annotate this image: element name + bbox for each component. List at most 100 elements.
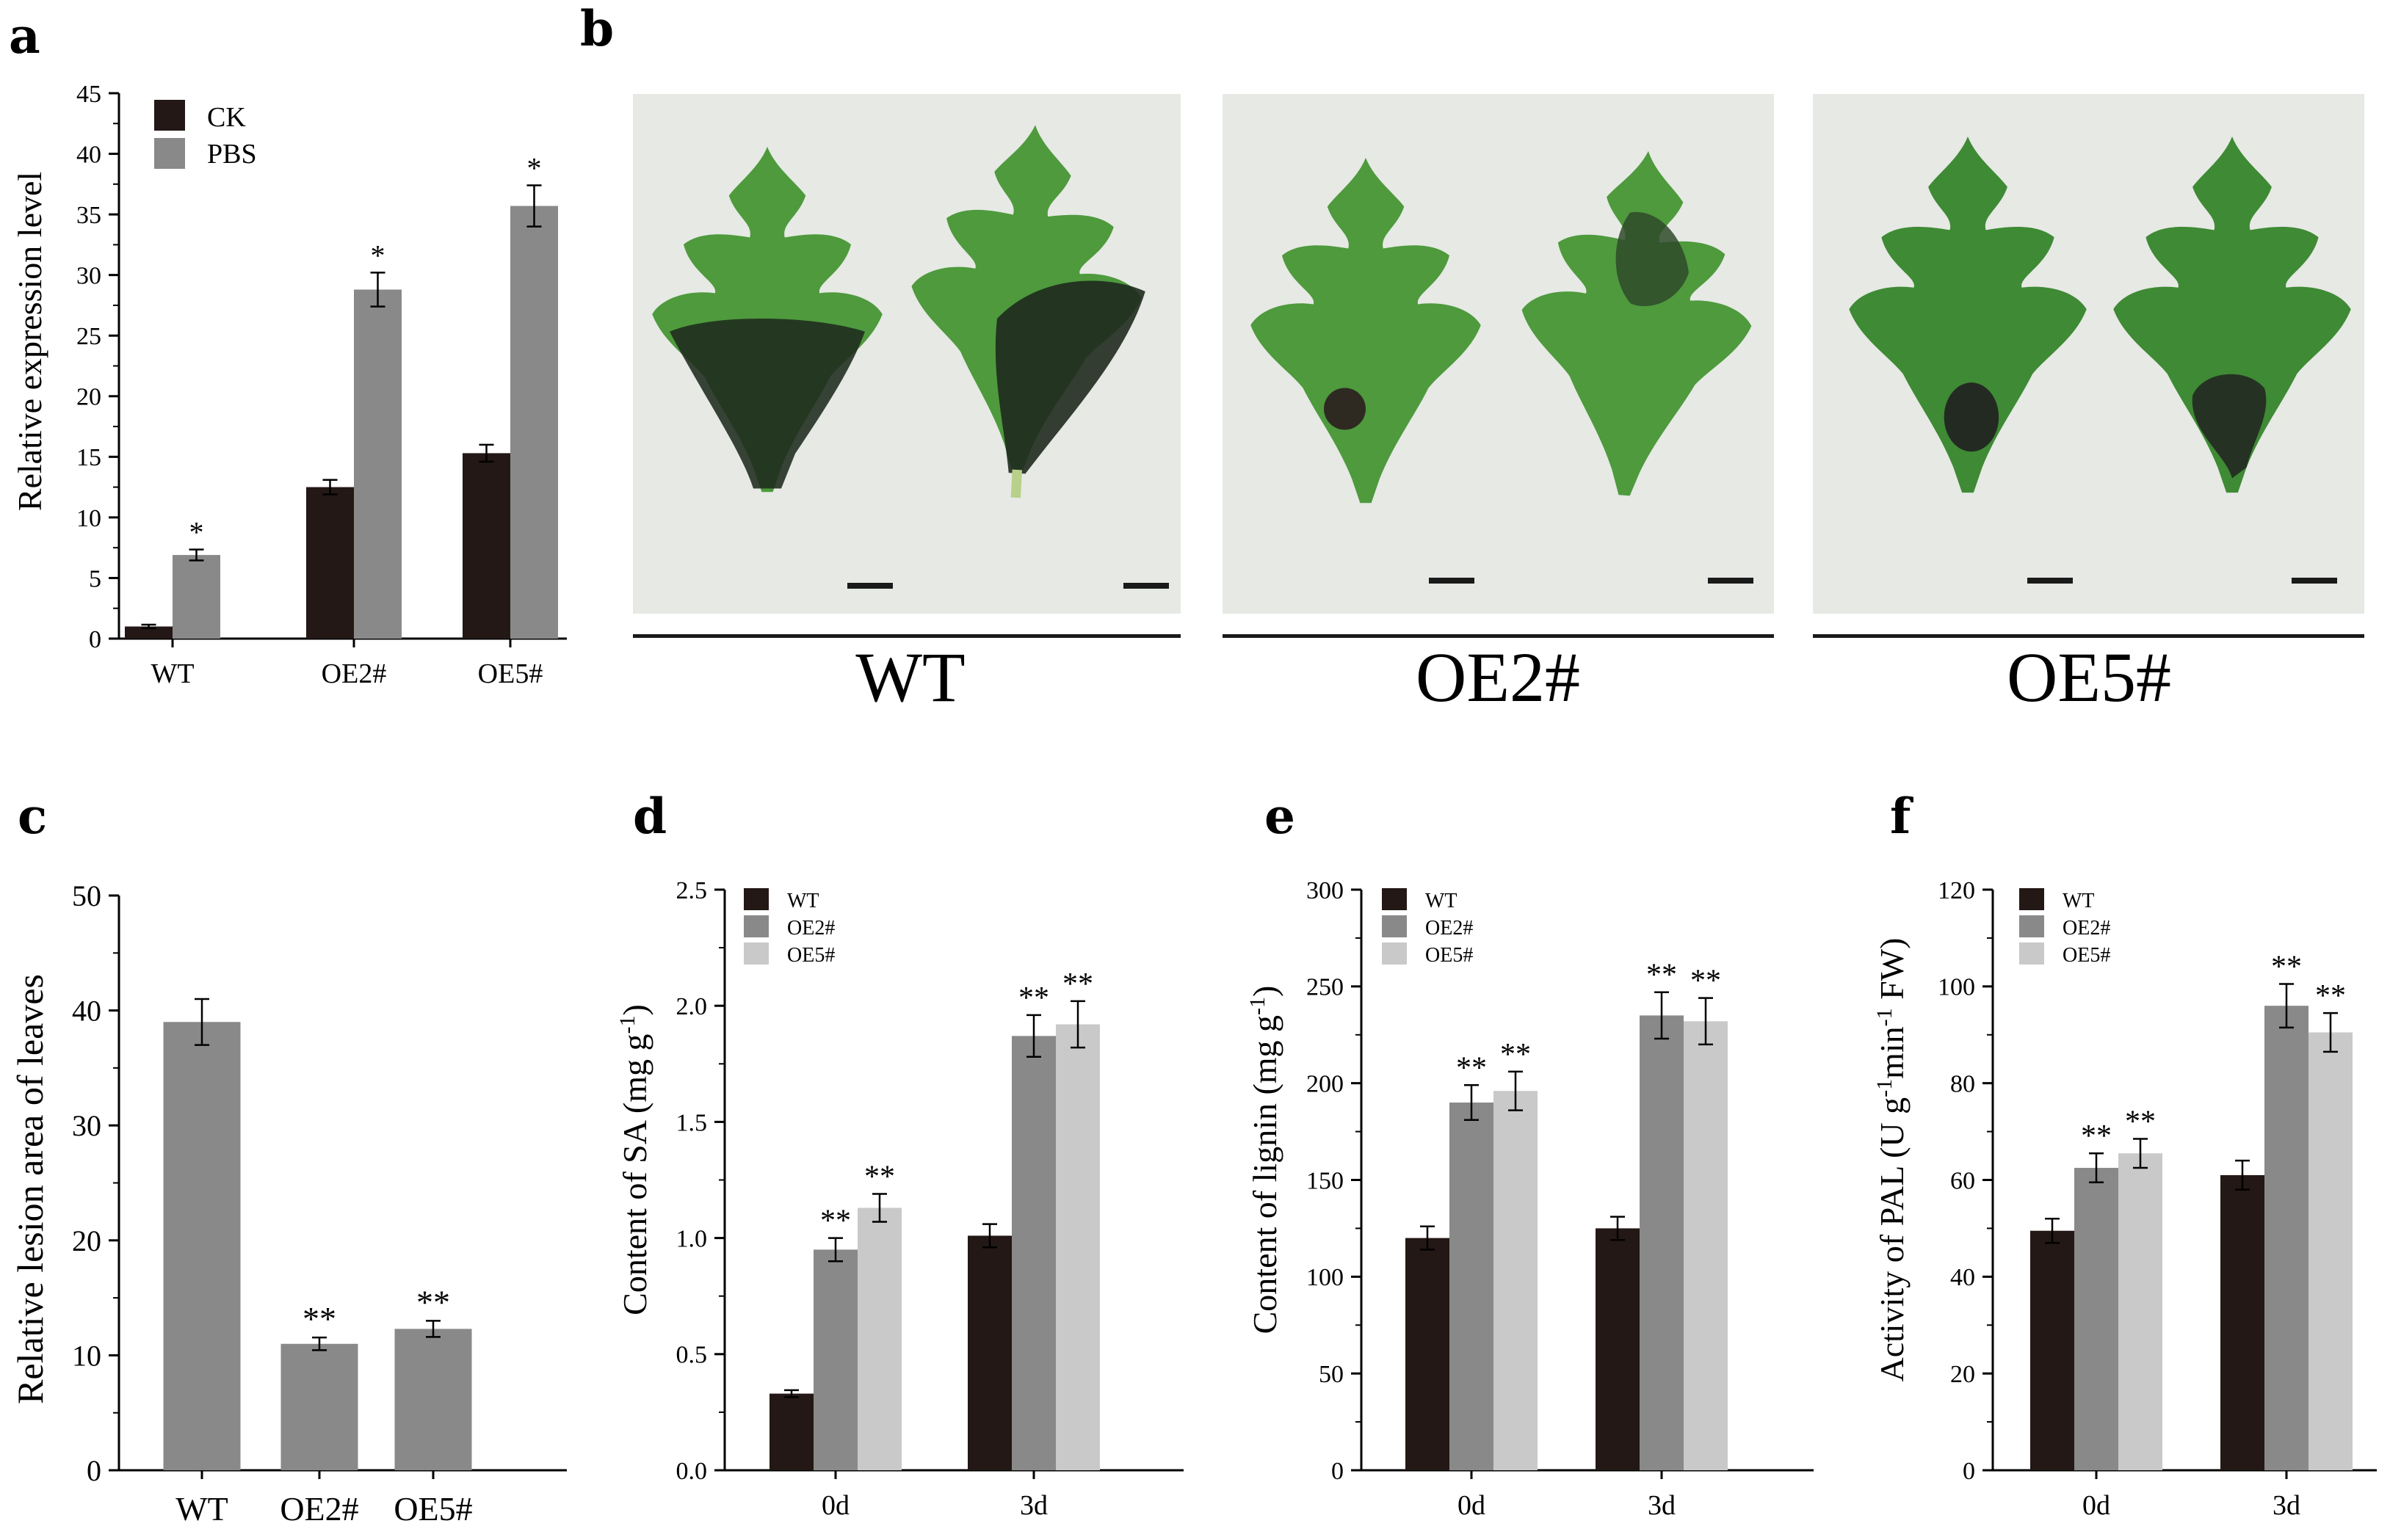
significance-mark: ** (2315, 979, 2346, 1013)
y-tick-label: 1.5 (676, 1109, 708, 1136)
panel-letter-e: e (1264, 788, 1295, 845)
y-tick-label: 250 (1306, 974, 1344, 1001)
x-tick-label: 3d (2273, 1490, 2300, 1521)
y-tick-label: 0 (1331, 1458, 1344, 1485)
y-tick-label: 30 (72, 1109, 101, 1142)
legend-label-pbs: PBS (207, 139, 257, 170)
x-tick-label: OE2# (280, 1490, 358, 1528)
legend-swatch-ck (154, 100, 185, 131)
significance-mark: ** (864, 1160, 895, 1194)
bar-pbs-oe5 (510, 206, 558, 639)
scale-bar (1708, 578, 1753, 584)
bar-oe5-3d (1684, 1021, 1728, 1470)
scale-bar (1429, 578, 1474, 584)
y-tick-label: 50 (72, 879, 101, 912)
leaf-image (652, 146, 883, 493)
bar-oe5-3d (1056, 1024, 1100, 1470)
x-tick-label: WT (175, 1490, 228, 1528)
bar-value-oe5 (394, 1329, 472, 1470)
legend-label-wt: WT (787, 890, 819, 912)
legend-swatch-oe2 (744, 915, 769, 937)
ylabel-f-sup1: -1 (1872, 1079, 1897, 1097)
x-tick-label: OE2# (322, 658, 387, 689)
ylabel-d-end: ) (616, 1004, 653, 1015)
significance-mark: ** (416, 1283, 450, 1321)
legend-f: WT OE2# OE5# (2019, 888, 2110, 967)
y-tick-label: 0.0 (676, 1458, 708, 1485)
leaf-image (2113, 137, 2351, 493)
y-tick-label: 20 (72, 1224, 101, 1257)
significance-mark: ** (1646, 959, 1677, 992)
bar-wt-0d (1405, 1238, 1449, 1470)
bar-oe2-3d (1640, 1015, 1684, 1470)
scale-bar (2292, 578, 2337, 584)
y-tick-label: 10 (76, 505, 101, 532)
significance-mark: ** (2081, 1119, 2112, 1153)
bar-wt-3d (2220, 1174, 2264, 1470)
legend-swatch-pbs (154, 138, 185, 169)
y-tick-label: 40 (76, 141, 101, 168)
legend-label-oe2: OE2# (787, 917, 835, 940)
ylabel-d-sup: -1 (615, 1015, 640, 1034)
y-tick-label: 50 (1319, 1361, 1344, 1388)
y-tick-label: 10 (72, 1339, 101, 1372)
y-tick-label: 200 (1306, 1071, 1344, 1098)
y-tick-label: 120 (1938, 877, 1975, 904)
bar-ck-oe5 (463, 453, 510, 639)
bar-oe5-0d (858, 1207, 902, 1470)
bar-pbs-oe2 (354, 289, 402, 639)
bar-oe5-3d (2308, 1032, 2353, 1470)
x-tick-label: WT (151, 658, 194, 689)
y-tick-label: 300 (1306, 877, 1344, 904)
x-tick-label: 3d (1648, 1490, 1676, 1521)
ylabel-e: Content of lignin (mg g-1) (1245, 986, 1283, 1334)
leaf-image (1250, 157, 1481, 504)
bar-pbs-wt (173, 555, 220, 639)
y-tick-label: 0 (1963, 1458, 1975, 1485)
legend-label-wt: WT (2063, 890, 2095, 912)
photo-group-oe2: OE2# (1223, 94, 1774, 716)
bar-oe5-0d (1493, 1091, 1538, 1470)
significance-mark: ** (2271, 951, 2302, 984)
ylabel-f-p2: min (1873, 1026, 1911, 1079)
bar-value-wt (163, 1022, 241, 1470)
legend-label-wt: WT (1425, 890, 1457, 912)
x-tick-label: 3d (1020, 1490, 1048, 1521)
significance-mark: ** (820, 1205, 851, 1238)
panel-letter-d: d (633, 788, 667, 845)
group-label-wt: WT (855, 638, 965, 716)
ylabel-f-sup2: -1 (1872, 1008, 1897, 1026)
bar-wt-3d (1596, 1228, 1640, 1470)
x-tick-label: 0d (1457, 1490, 1485, 1521)
significance-mark: ** (1456, 1051, 1487, 1085)
legend-swatch-wt (1382, 888, 1407, 910)
panel-letter-f: f (1890, 788, 1913, 845)
legend-swatch-oe5 (744, 942, 769, 965)
legend-d: WT OE2# OE5# (744, 888, 835, 967)
group-underline (1813, 634, 2364, 638)
panel-letter-b: b (580, 0, 614, 57)
group-label-oe2: OE2# (1416, 638, 1580, 716)
y-tick-label: 0.5 (676, 1342, 708, 1369)
leaf-image (902, 119, 1151, 498)
x-tick-label: OE5# (394, 1490, 472, 1528)
chart-a-expression: 0 5 10 15 20 25 30 35 40 45 WT OE2# OE5# * * * (76, 81, 567, 689)
bar-oe2-0d (2074, 1168, 2118, 1470)
x-tick-label: OE5# (478, 658, 543, 689)
significance-mark: * (189, 516, 204, 549)
x-tick-label: 0d (822, 1490, 850, 1521)
photo-group-oe5: OE5# (1813, 94, 2364, 716)
legend-swatch-wt (2019, 888, 2044, 910)
y-tick-label: 100 (1938, 974, 1975, 1001)
y-tick-label: 40 (72, 995, 101, 1028)
y-tick-label: 40 (1950, 1264, 1975, 1291)
chart-c-lesion-area: 0 10 20 30 40 50 WT OE2# OE5# ** ** (72, 879, 567, 1528)
legend-a: CK PBS (154, 100, 257, 170)
legend-swatch-oe5 (2019, 942, 2044, 965)
legend-swatch-wt (744, 888, 769, 910)
legend-label-oe5: OE5# (2063, 944, 2110, 967)
y-tick-label: 60 (1950, 1167, 1975, 1194)
bar-oe2-3d (2264, 1006, 2308, 1470)
y-tick-label: 150 (1306, 1167, 1344, 1194)
